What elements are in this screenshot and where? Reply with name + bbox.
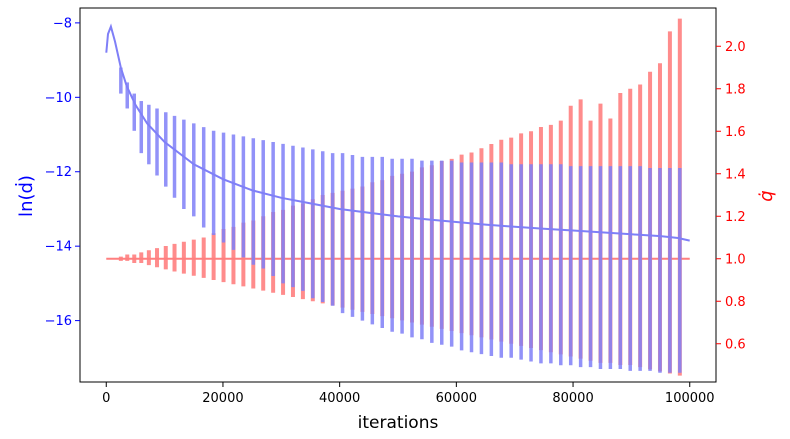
axes-layer: 0 20000 40000 60000 80000 100000 −8 −10 −12 −14 −1…: [45, 16, 746, 406]
x-tick-label: 0: [102, 391, 110, 406]
y-right-tick-label: 1.4: [725, 167, 746, 182]
y-right-tick-label: 0.6: [725, 337, 746, 352]
x-tick-label: 60000: [436, 391, 477, 406]
y-right-tick-label: 1.6: [725, 125, 746, 140]
x-axis-label: iterations: [358, 413, 439, 433]
y-right-tick-label: 1.0: [725, 252, 746, 267]
y-left-tick-label: −8: [53, 16, 72, 31]
plot-frame: [79, 7, 717, 383]
x-tick-label: 40000: [319, 391, 360, 406]
y-left-tick-label: −16: [45, 314, 72, 329]
y-left-tick-label: −10: [45, 91, 72, 106]
y-left-tick-label: −12: [45, 165, 72, 180]
x-tick-label: 80000: [552, 391, 593, 406]
y-axis-right-label: q̇: [756, 190, 777, 201]
y-right-tick-label: 2.0: [725, 40, 746, 55]
d-trend-line: [105, 23, 690, 242]
y-left-tick-label: −14: [45, 240, 72, 255]
y-right-tick-label: 1.8: [725, 82, 746, 97]
x-tick-label: 20000: [202, 391, 243, 406]
x-tick-label: 100000: [665, 391, 715, 406]
d-series-layer: [105, 23, 690, 373]
y-right-tick-label: 1.2: [725, 210, 746, 225]
y-right-tick-label: 0.8: [725, 295, 746, 310]
y-axis-left-label: ln(ḋ): [14, 175, 37, 217]
